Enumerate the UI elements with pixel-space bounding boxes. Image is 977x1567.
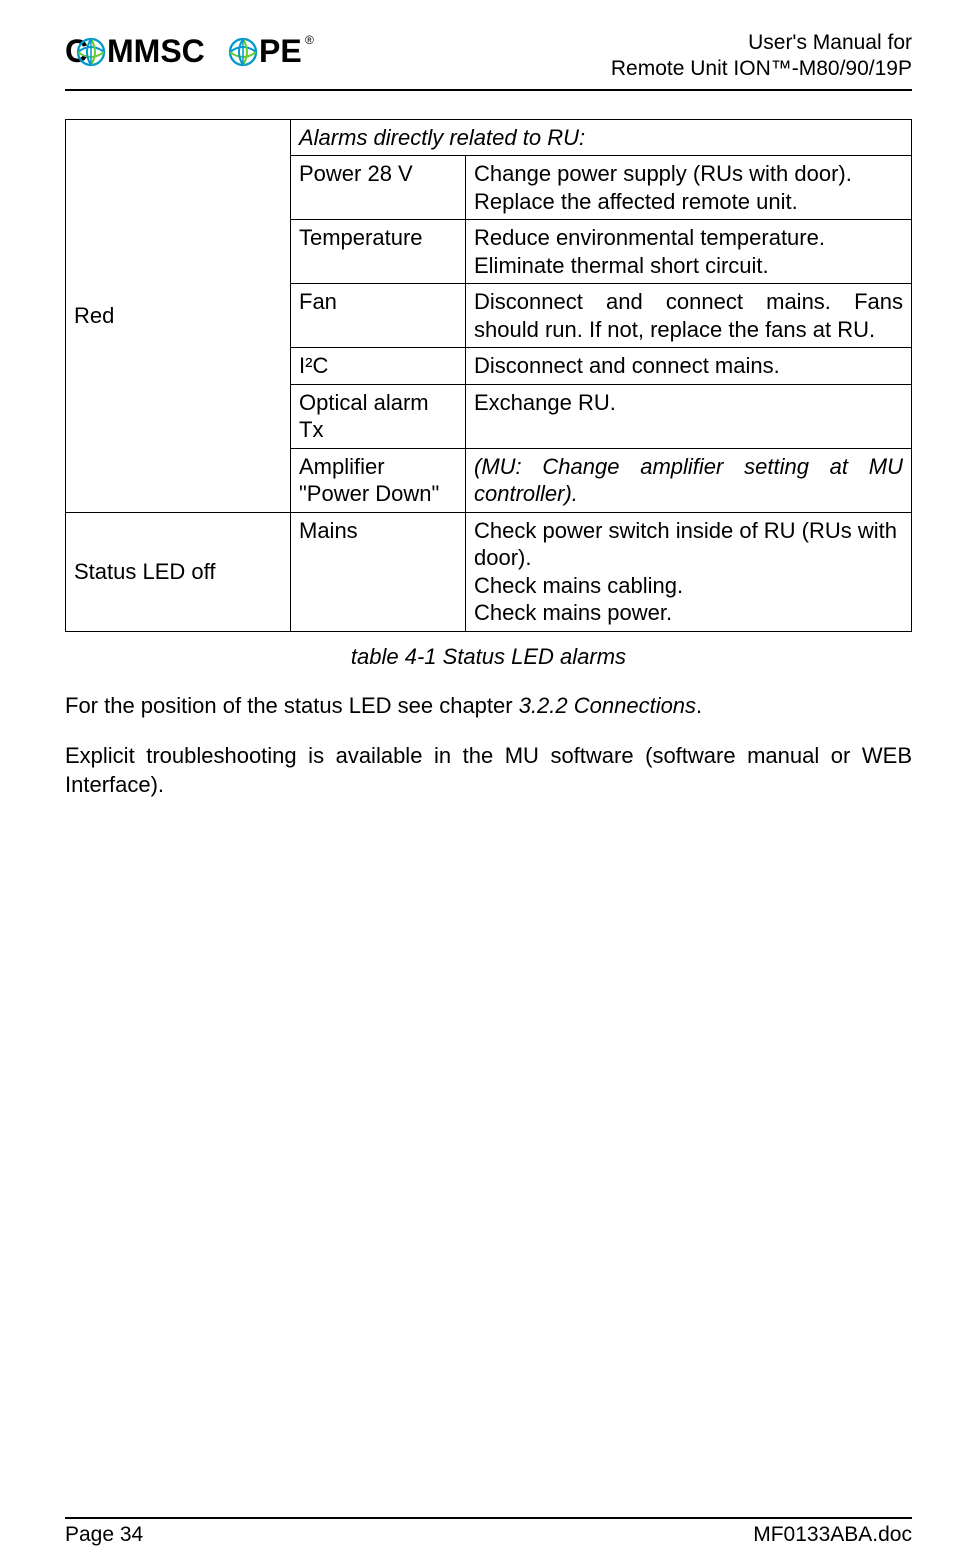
table-row: RedAlarms directly related to RU: bbox=[66, 119, 912, 156]
para1-pre: For the position of the status LED see c… bbox=[65, 693, 519, 718]
header: C MMSC bbox=[65, 30, 912, 91]
logo: C MMSC bbox=[65, 30, 325, 74]
col-status: Red bbox=[66, 119, 291, 512]
svg-text:PE: PE bbox=[259, 33, 302, 69]
col-alarm: Temperature bbox=[291, 220, 466, 284]
col-action: Change power supply (RUs with door). Rep… bbox=[466, 156, 912, 220]
para1-post: . bbox=[696, 693, 702, 718]
commscope-logo-icon: C MMSC bbox=[65, 30, 325, 74]
col-alarm: Power 28 V bbox=[291, 156, 466, 220]
col-action: Disconnect and connect mains. bbox=[466, 348, 912, 385]
col-action: Exchange RU. bbox=[466, 384, 912, 448]
col-action: Reduce environmental temperature. Elimin… bbox=[466, 220, 912, 284]
col-action: Disconnect and connect mains. Fans shoul… bbox=[466, 284, 912, 348]
svg-text:®: ® bbox=[305, 33, 314, 47]
doc-filename: MF0133ABA.doc bbox=[753, 1523, 912, 1547]
para1-em: 3.2.2 Connections bbox=[519, 693, 696, 718]
col-status: Status LED off bbox=[66, 512, 291, 631]
header-title-line2: Remote Unit ION™-M80/90/19P bbox=[611, 56, 912, 82]
table-row: Status LED offMainsCheck power switch in… bbox=[66, 512, 912, 631]
col-alarm: I²C bbox=[291, 348, 466, 385]
header-title-line1: User's Manual for bbox=[611, 30, 912, 56]
col-alarm: Mains bbox=[291, 512, 466, 631]
svg-text:MMSC: MMSC bbox=[107, 33, 205, 69]
page: C MMSC bbox=[0, 0, 977, 1567]
main-content: RedAlarms directly related to RU:Power 2… bbox=[65, 91, 912, 1518]
col-alarm: Optical alarm Tx bbox=[291, 384, 466, 448]
paragraph-1: For the position of the status LED see c… bbox=[65, 692, 912, 721]
table-caption: table 4-1 Status LED alarms bbox=[65, 644, 912, 670]
col-alarm: Fan bbox=[291, 284, 466, 348]
col-action: (MU: Change amplifier setting at MU cont… bbox=[466, 448, 912, 512]
col-alarm: Amplifier "Power Down" bbox=[291, 448, 466, 512]
page-number: Page 34 bbox=[65, 1523, 143, 1547]
alarms-table: RedAlarms directly related to RU:Power 2… bbox=[65, 119, 912, 632]
col-action: Check power switch inside of RU (RUs wit… bbox=[466, 512, 912, 631]
footer: Page 34 MF0133ABA.doc bbox=[65, 1517, 912, 1547]
alarms-table-body: RedAlarms directly related to RU:Power 2… bbox=[66, 119, 912, 631]
paragraph-2: Explicit troubleshooting is available in… bbox=[65, 742, 912, 799]
col-merged: Alarms directly related to RU: bbox=[291, 119, 912, 156]
header-title: User's Manual for Remote Unit ION™-M80/9… bbox=[611, 30, 912, 83]
